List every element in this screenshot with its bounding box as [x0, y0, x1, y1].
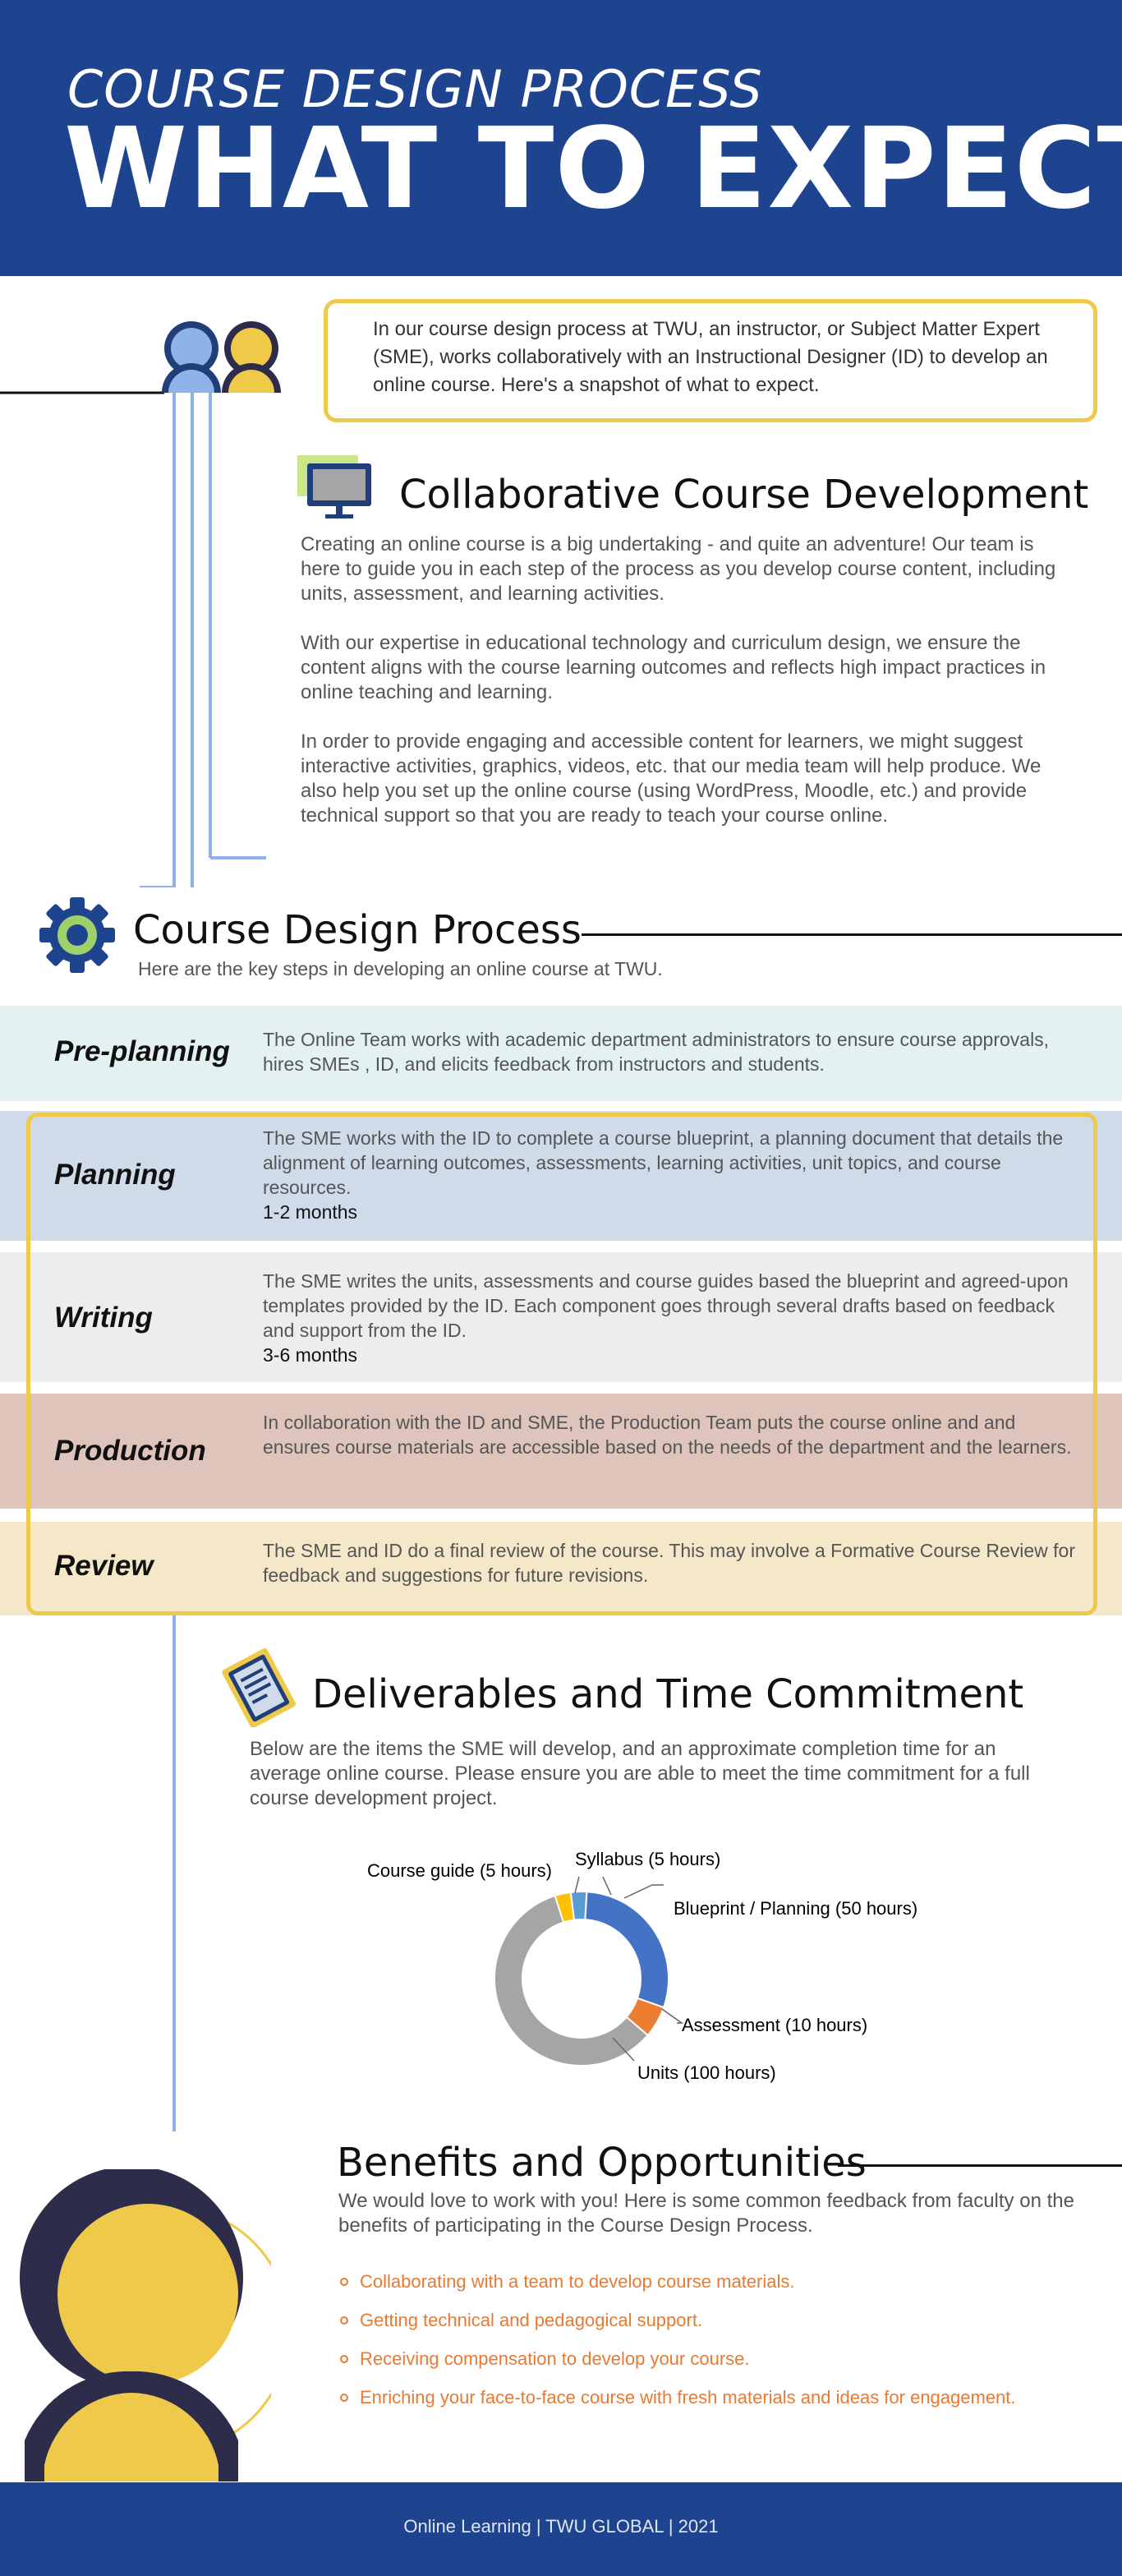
- slice-units: [494, 1894, 650, 2067]
- monitor-icon: [297, 455, 371, 518]
- stage-writing-text: The SME writes the units, assessments an…: [263, 1269, 1076, 1367]
- collab-paragraph-2: With our expertise in educational techno…: [301, 632, 1046, 703]
- header-banner: [0, 0, 1122, 276]
- benefit-text: Collaborating with a team to develop cou…: [360, 2271, 795, 2292]
- intro-text: In our course design process at TWU, an …: [373, 318, 1048, 396]
- stage-planning-text: The SME works with the ID to complete a …: [263, 1126, 1076, 1224]
- slice-blueprint: [584, 1891, 669, 2009]
- donut-leader-lines: [574, 1876, 684, 2062]
- label-units: Units (100 hours): [637, 2062, 776, 2083]
- footer-bar: [0, 2482, 1122, 2576]
- stage-writing-duration: 3-6 months: [263, 1344, 358, 1366]
- leader-course-guide: [602, 1876, 612, 1896]
- stage-writing-name: Writing: [54, 1302, 153, 1334]
- stage-review-name: Review: [54, 1550, 154, 1582]
- stage-production-text: In collaboration with the ID and SME, th…: [263, 1410, 1076, 1459]
- label-syllabus: Syllabus (5 hours): [575, 1849, 720, 1869]
- stage-review-bar: [0, 1522, 1122, 1615]
- header-subtitle: COURSE DESIGN PROCESS: [67, 59, 763, 119]
- document-icon: [222, 1648, 296, 1727]
- process-title-rule: [582, 933, 1122, 936]
- benefits-text: We would love to work with you! Here is …: [338, 2190, 1074, 2237]
- slice-syllabus: [569, 1891, 588, 1921]
- label-assessment: Assessment (10 hours): [682, 2015, 867, 2035]
- stage-production-description: In collaboration with the ID and SME, th…: [263, 1412, 1072, 1458]
- stage-planning-description: The SME works with the ID to complete a …: [263, 1127, 1064, 1198]
- stage-review-description: The SME and ID do a final review of the …: [263, 1540, 1075, 1586]
- stage-planning-name: Planning: [54, 1159, 176, 1191]
- people-large-icon: [0, 2169, 271, 2486]
- stage-planning-bar: [0, 1111, 1122, 1241]
- people-icon: [0, 321, 281, 887]
- stage-writing-bar: [0, 1252, 1122, 1382]
- stage-preplanning-bar: [0, 1006, 1122, 1101]
- benefit-text: Receiving compensation to develop your c…: [360, 2348, 750, 2369]
- stages-highlight-frame: [26, 1113, 1097, 1615]
- stage-writing-description: The SME writes the units, assessments an…: [263, 1270, 1069, 1341]
- stage-production-name: Production: [54, 1435, 206, 1467]
- intro-callout: [324, 299, 1097, 422]
- bullet-icon: [340, 2355, 348, 2363]
- process-subtitle: Here are the key steps in developing an …: [138, 958, 663, 979]
- stage-planning-duration: 1-2 months: [263, 1201, 358, 1223]
- process-title: Course Design Process: [133, 907, 582, 953]
- deliverables-text: Below are the items the SME will develop…: [250, 1738, 1030, 1809]
- label-blueprint: Blueprint / Planning (50 hours): [674, 1898, 917, 1919]
- collab-paragraph-3: In order to provide engaging and accessi…: [301, 730, 1042, 827]
- collab-paragraph-1: Creating an online course is a big under…: [301, 533, 1056, 605]
- benefit-text: Enriching your face-to-face course with …: [360, 2387, 1016, 2408]
- label-course-guide: Course guide (5 hours): [367, 1860, 552, 1881]
- deliverables-donut-chart: Course guide (5 hours) Syllabus (5 hours…: [367, 1849, 917, 2083]
- bullet-icon: [340, 2278, 348, 2286]
- footer-text: Online Learning | TWU GLOBAL | 2021: [403, 2516, 719, 2537]
- donut-slices: [494, 1891, 669, 2067]
- timeline-line: [172, 1615, 176, 2131]
- benefits-title-rule: [838, 2164, 1122, 2167]
- stage-production-bar: [0, 1394, 1122, 1509]
- benefits-title: Benefits and Opportunities: [337, 2140, 867, 2186]
- collab-title: Collaborative Course Development: [399, 472, 1089, 518]
- stage-review-text: The SME and ID do a final review of the …: [263, 1538, 1076, 1588]
- stage-preplanning-text: The Online Team works with academic depa…: [263, 1027, 1076, 1076]
- stage-preplanning-description: The Online Team works with academic depa…: [263, 1029, 1050, 1075]
- bullet-icon: [340, 2316, 348, 2325]
- stage-preplanning-name: Pre-planning: [54, 1035, 230, 1067]
- deliverables-title: Deliverables and Time Commitment: [312, 1671, 1024, 1717]
- bullet-icon: [340, 2394, 348, 2402]
- leader-syllabus: [574, 1876, 580, 1894]
- header-title: WHAT TO EXPECT: [64, 104, 1122, 234]
- gear-icon: [39, 897, 115, 973]
- benefit-text: Getting technical and pedagogical suppor…: [360, 2310, 703, 2330]
